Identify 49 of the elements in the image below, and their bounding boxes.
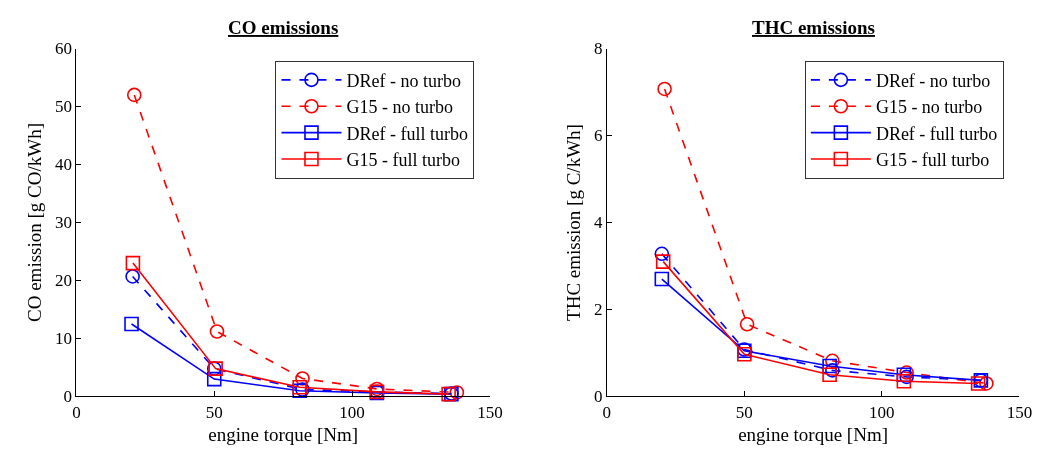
legend-label: G15 - full turbo	[875, 150, 990, 171]
x-axis-title: engine torque [Nm]	[208, 423, 359, 445]
y-tick-label: 30	[54, 213, 72, 233]
legend-label: DRef - no turbo	[346, 70, 461, 91]
point	[449, 385, 465, 400]
x-tick-label: 100	[339, 402, 365, 422]
point	[655, 254, 671, 269]
point	[657, 81, 672, 97]
legend-label: DRef - no turbo	[875, 70, 991, 91]
chart-title: CO emissions	[228, 17, 339, 38]
point	[822, 367, 837, 383]
point	[979, 376, 994, 391]
y-tick-label: 8	[593, 39, 603, 59]
point	[206, 371, 222, 387]
point	[896, 373, 912, 389]
y-tick-label: 10	[54, 329, 72, 349]
x-axis-title: engine torque [Nm]	[738, 423, 889, 445]
point	[125, 269, 140, 284]
y-axis-title: THC emission [g C/kWh]	[562, 124, 584, 321]
point	[654, 246, 670, 262]
point	[125, 255, 141, 271]
y-tick-label: 50	[54, 97, 72, 117]
y-tick-label: 6	[593, 126, 603, 146]
legend-label: DRef - full turbo	[875, 123, 998, 144]
y-tick-label: 0	[593, 387, 603, 407]
x-tick-label: 50	[735, 402, 753, 422]
y-axis-title: CO emission [g CO/kWh]	[23, 123, 45, 322]
point	[124, 316, 139, 332]
legend-label: G15 - full turbo	[346, 150, 460, 171]
y-tick-label: 0	[63, 387, 72, 407]
point	[209, 324, 225, 339]
legend-label: G15 - no turbo	[346, 97, 453, 118]
point	[654, 271, 670, 287]
y-tick-label: 4	[593, 213, 603, 233]
chart-title: THC emissions	[752, 17, 875, 38]
y-tick-label: 60	[54, 39, 72, 59]
point	[822, 358, 837, 374]
x-tick-label: 150	[477, 402, 503, 422]
x-tick-label: 150	[1006, 402, 1033, 422]
legend-label: DRef - full turbo	[346, 123, 468, 144]
legend-label: G15 - no turbo	[875, 97, 983, 118]
y-tick-label: 40	[54, 155, 72, 175]
point	[739, 316, 755, 332]
point	[825, 353, 840, 369]
y-tick-label: 2	[593, 300, 603, 320]
x-tick-label: 100	[869, 402, 895, 422]
point	[126, 87, 142, 103]
y-tick-label: 20	[54, 271, 72, 291]
x-tick-label: 50	[205, 402, 223, 422]
